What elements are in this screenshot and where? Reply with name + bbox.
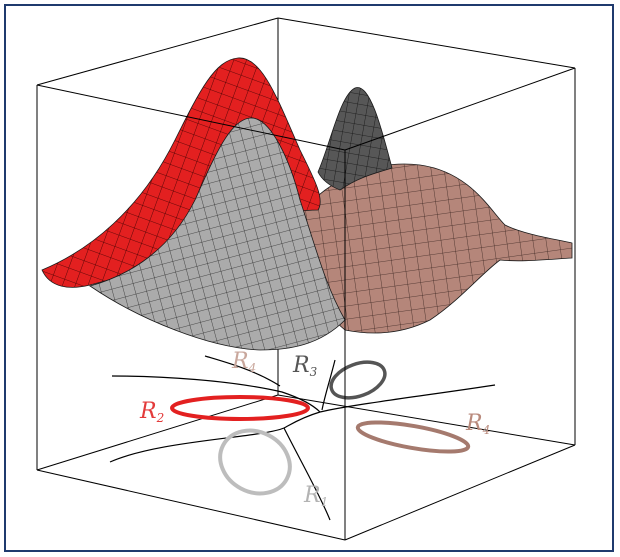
region-contour-r4 — [355, 420, 471, 454]
label-r2: R2 — [139, 399, 164, 425]
bounding-box-back — [36, 17, 576, 471]
label-r4: R4 — [465, 411, 490, 437]
floor-boundaries — [109, 355, 496, 521]
label-r1: R1 — [303, 483, 328, 509]
region-contour-r2 — [170, 395, 310, 421]
surface-dark — [317, 87, 393, 191]
region-contour-r3 — [329, 360, 387, 400]
surface-plot — [41, 57, 573, 351]
bounding-box-front — [36, 67, 576, 541]
label-r3: R3 — [292, 353, 318, 379]
region-contour-r1 — [218, 428, 292, 496]
label-r4-top: R4 — [231, 349, 256, 375]
surface-gray — [89, 117, 346, 351]
